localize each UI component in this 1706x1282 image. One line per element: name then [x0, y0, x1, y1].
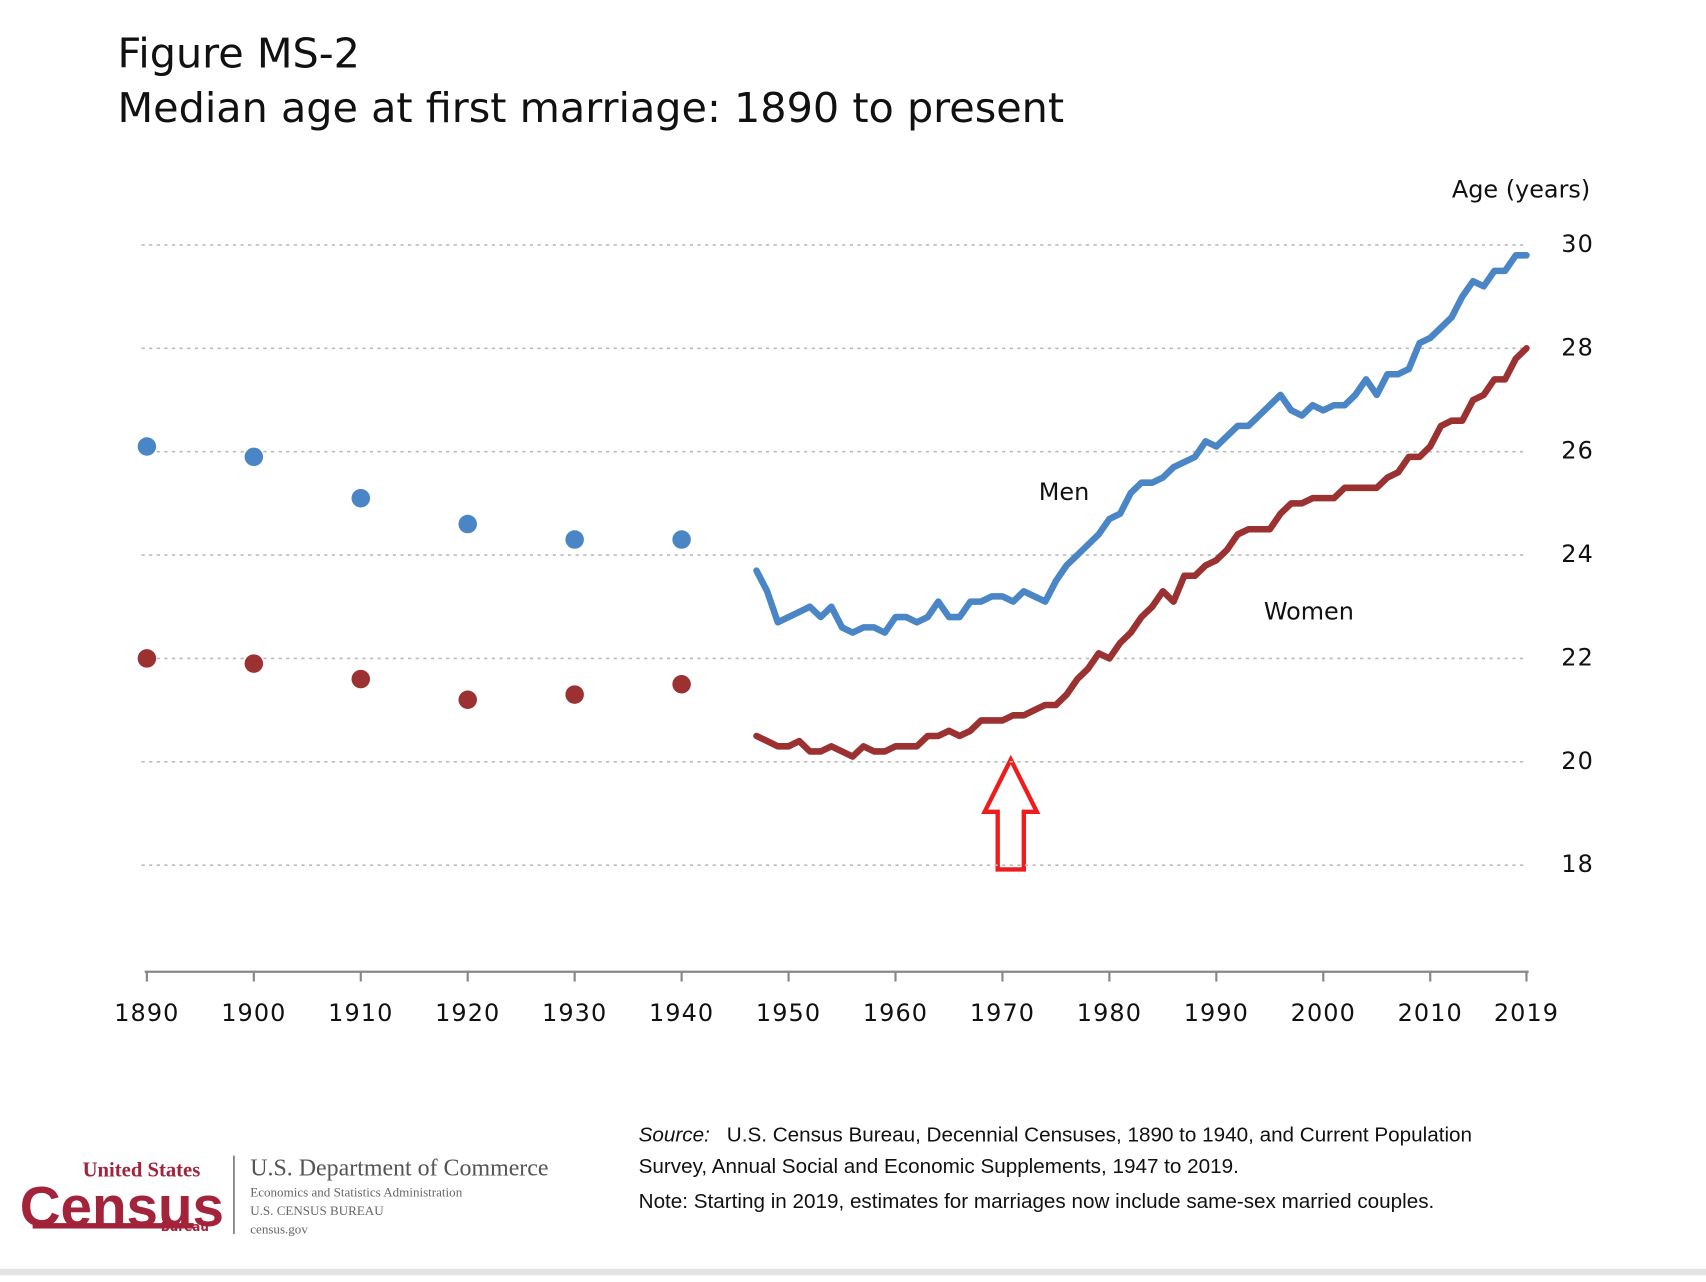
- data-point: [458, 690, 477, 710]
- data-point: [565, 530, 584, 549]
- data-point: [458, 514, 477, 534]
- logo-bottom: Bureau: [161, 1220, 209, 1234]
- footer: United States Census Bureau U.S. Departm…: [20, 1123, 1472, 1238]
- x-tick-label: 1970: [970, 999, 1035, 1027]
- x-tick-label: 2000: [1291, 999, 1356, 1027]
- y-tick-label: 30: [1561, 230, 1594, 258]
- data-point: [351, 669, 371, 689]
- y-axis-label: Age (years): [1452, 176, 1590, 204]
- data-line: [753, 345, 1530, 760]
- y-tick-label: 28: [1561, 333, 1594, 361]
- agency-line: Economics and Statistics Administration: [250, 1185, 462, 1200]
- data-point: [565, 685, 584, 704]
- x-tick-label: 1960: [863, 999, 928, 1027]
- note: Note: Starting in 2019, estimates for ma…: [639, 1190, 1435, 1213]
- chart-title: Figure MS-2: [118, 30, 360, 78]
- data-point: [244, 447, 264, 467]
- y-tick-label: 24: [1561, 540, 1594, 568]
- y-tick-label: 26: [1561, 437, 1594, 465]
- data-point: [672, 530, 691, 549]
- x-tick-label: 2019: [1494, 999, 1559, 1027]
- data-point: [351, 488, 371, 508]
- logo-bar: [32, 1223, 194, 1229]
- data-point: [137, 437, 157, 456]
- chart-subtitle: Median age at first marriage: 1890 to pr…: [118, 84, 1065, 132]
- agency: U.S. Department of Commerce: [250, 1155, 548, 1181]
- data-point: [672, 675, 691, 694]
- arrow-annotation: [981, 754, 1041, 872]
- x-tick-label: 1950: [756, 999, 821, 1027]
- source-line: Survey, Annual Social and Economic Suppl…: [639, 1155, 1239, 1178]
- y-tick-label: 18: [1561, 850, 1594, 878]
- x-tick-label: 1910: [328, 999, 393, 1027]
- x-tick-label: 1990: [1184, 999, 1249, 1027]
- x-tick-label: 1920: [435, 999, 500, 1027]
- series-label: Men: [1039, 478, 1090, 506]
- x-tick-label: 1900: [221, 999, 286, 1027]
- data-point: [137, 649, 157, 668]
- logo-top: United States: [83, 1160, 201, 1182]
- source-label: Source:: [639, 1123, 710, 1146]
- y-tick-label: 20: [1561, 747, 1594, 775]
- x-tick-label: 1890: [114, 999, 179, 1027]
- x-tick-label: 1930: [542, 999, 607, 1027]
- source-line: U.S. Census Bureau, Decennial Censuses, …: [727, 1123, 1472, 1146]
- data-point: [244, 654, 264, 673]
- data-line: [753, 252, 1530, 636]
- agency-line: U.S. CENSUS BUREAU: [250, 1203, 384, 1218]
- bottom-bar: [0, 1268, 1706, 1276]
- x-tick-label: 1980: [1077, 999, 1142, 1027]
- y-tick-label: 22: [1561, 643, 1594, 671]
- x-tick-label: 2010: [1398, 999, 1463, 1027]
- agency-line: census.gov: [250, 1222, 308, 1237]
- x-tick-label: 1940: [649, 999, 714, 1027]
- series-label: Women: [1264, 598, 1354, 626]
